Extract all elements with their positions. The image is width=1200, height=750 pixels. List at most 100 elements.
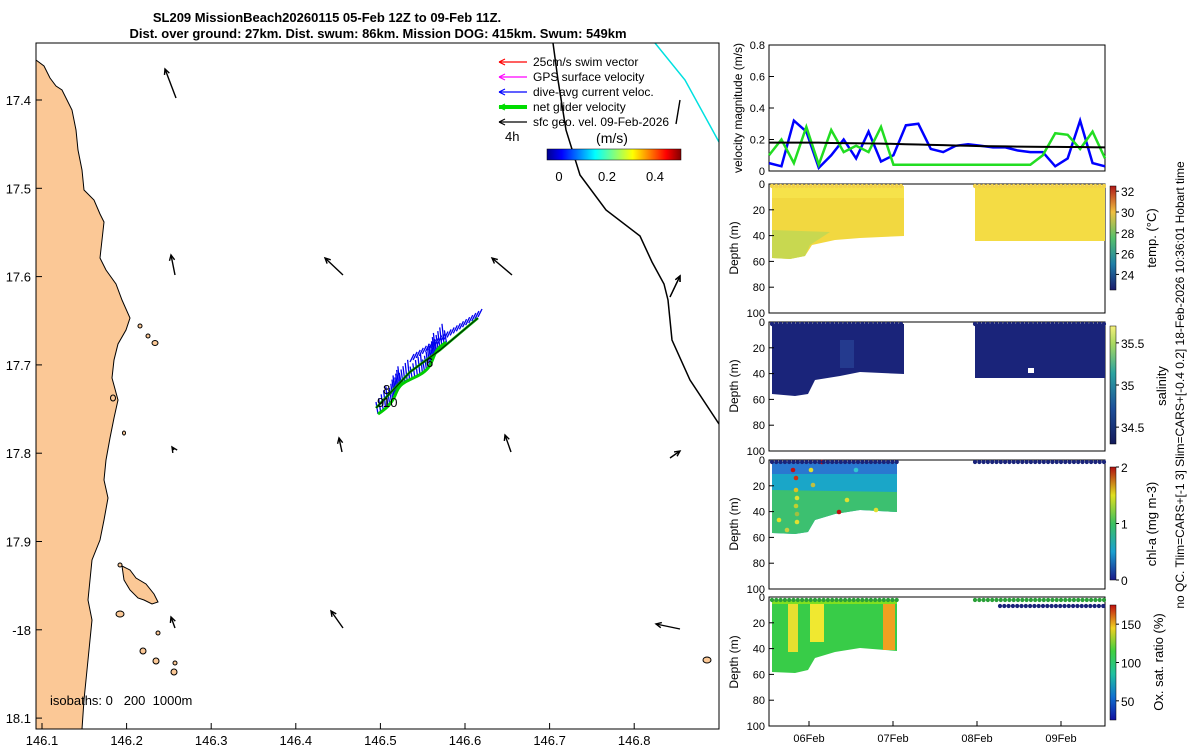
current-arrow: [675, 99, 681, 125]
surface-sample-dot: [1096, 603, 1101, 609]
depth-tick-label: 0: [759, 179, 765, 191]
island: [170, 668, 178, 676]
surface-samples: [769, 183, 1107, 609]
dive-current-vector: [449, 327, 455, 336]
surface-sample-dot: [877, 321, 882, 327]
surface-sample-dot: [1067, 597, 1072, 603]
surface-sample-dot: [977, 183, 982, 189]
surface-sample-dot: [1063, 321, 1068, 327]
surface-sample-dot: [1071, 459, 1076, 465]
temperature-cbar-label: temp. (°C): [1144, 208, 1159, 267]
surface-sample-dot: [808, 597, 813, 603]
map-x-axis: 146.1 146.2 146.3 146.4 146.5 146.6 146.7 146.8: [26, 723, 650, 748]
legend-label: 25cm/s swim vector: [533, 55, 638, 69]
surface-sample-dot: [825, 459, 831, 465]
surface-sample-dot: [1058, 597, 1064, 603]
surface-sample-dot: [1024, 597, 1029, 603]
surface-sample-dot: [985, 321, 991, 327]
chl-sample-dot: [794, 511, 800, 517]
surface-sample-dot: [1024, 321, 1029, 327]
surface-sample-dot: [787, 459, 792, 465]
legend-arrowhead: [498, 118, 506, 126]
dive-current-vector: [471, 312, 477, 322]
surface-sample-dot: [795, 183, 800, 189]
surface-sample-dot: [1066, 603, 1071, 609]
surface-sample-dot: [847, 183, 852, 189]
surface-sample-dot: [769, 321, 775, 327]
cbar-tick-label: 35.5: [1121, 337, 1145, 351]
dive-current-vector: [388, 387, 393, 403]
surface-sample-dot: [1028, 321, 1033, 327]
depth-tick-label: 60: [753, 394, 765, 406]
current-arrowhead: [673, 450, 682, 457]
surface-sample-dot: [851, 459, 856, 465]
surface-sample-dot: [1011, 183, 1016, 189]
surface-sample-dot: [1007, 321, 1012, 327]
island: [137, 323, 143, 329]
dive-current-vector: [443, 331, 449, 340]
chl-top-band: [772, 462, 897, 474]
chl-sample-dot: [776, 517, 782, 523]
salinity-block-2: [975, 324, 1105, 378]
dive-current-vector: [409, 353, 415, 363]
temp-block-2: [975, 186, 1105, 241]
surface-sample-dot: [1007, 459, 1012, 465]
surface-sample-dot: [1071, 603, 1076, 609]
dive-current-vector: [421, 345, 427, 355]
surface-sample-dot: [1046, 183, 1051, 189]
surface-sample-dot: [782, 459, 788, 465]
surface-sample-dot: [1020, 459, 1025, 465]
dive-current-vector: [423, 355, 428, 370]
cbar-tick-label: 32: [1121, 185, 1135, 199]
surface-sample-dot: [1041, 597, 1046, 603]
interval-label: 4h: [505, 129, 519, 144]
cbar-tick-label: 1: [1121, 518, 1128, 532]
colorbar-tick-0.2: 0.2: [598, 169, 616, 184]
legend-arrowhead: [498, 73, 506, 81]
surface-sample-dot: [877, 183, 882, 189]
surface-sample-dot: [1024, 459, 1029, 465]
surface-sample-dot: [800, 459, 805, 465]
y-tick-label: 17.7: [6, 358, 31, 373]
surface-sample-dot: [778, 597, 783, 603]
surface-sample-dot: [881, 459, 886, 465]
chl-sample-dot: [844, 497, 850, 503]
surface-sample-dot: [808, 183, 813, 189]
surface-sample-dot: [1054, 183, 1059, 189]
surface-sample-dot: [890, 597, 895, 603]
surface-sample-dot: [868, 321, 874, 327]
y-tick-label: 17.6: [6, 270, 31, 285]
surface-sample-dot: [791, 459, 796, 465]
salinity-field-1: [772, 324, 904, 396]
surface-sample-dot: [1032, 603, 1037, 609]
dive-current-vector: [418, 347, 424, 357]
current-arrowhead: [503, 433, 510, 442]
surface-sample-dot: [1097, 183, 1102, 189]
surface-sample-dot: [994, 597, 999, 603]
temp-deep-1: [772, 230, 830, 259]
cbar-tick-label: 50: [1121, 695, 1135, 709]
surface-sample-dot: [1080, 597, 1085, 603]
surface-sample-dot: [821, 183, 826, 189]
velocity-series-line: [769, 141, 1106, 149]
dive-current-vector: [427, 341, 434, 351]
surface-sample-dot: [1101, 459, 1107, 465]
surface-sample-dot: [838, 321, 843, 327]
dive-current-vector: [458, 320, 465, 330]
chl-sample-dot: [794, 495, 800, 501]
surface-sample-dot: [972, 597, 978, 603]
surface-sample-dot: [830, 183, 835, 189]
depth-tick-label: 20: [753, 618, 765, 630]
surface-sample-dot: [795, 597, 800, 603]
velocity-ylabel: velocity magnitude (m/s): [731, 43, 745, 173]
depth-tick-label: 100: [747, 584, 765, 596]
surface-sample-dot: [834, 183, 839, 189]
surface-sample-dot: [804, 597, 809, 603]
surface-sample-dot: [1046, 597, 1051, 603]
surface-sample-dot: [1054, 321, 1059, 327]
cbar-tick-label: 34.5: [1121, 421, 1145, 435]
surface-sample-dot: [868, 597, 874, 603]
surface-sample-dot: [977, 321, 982, 327]
surface-sample-dot: [1088, 603, 1093, 609]
surface-sample-dot: [1037, 459, 1042, 465]
